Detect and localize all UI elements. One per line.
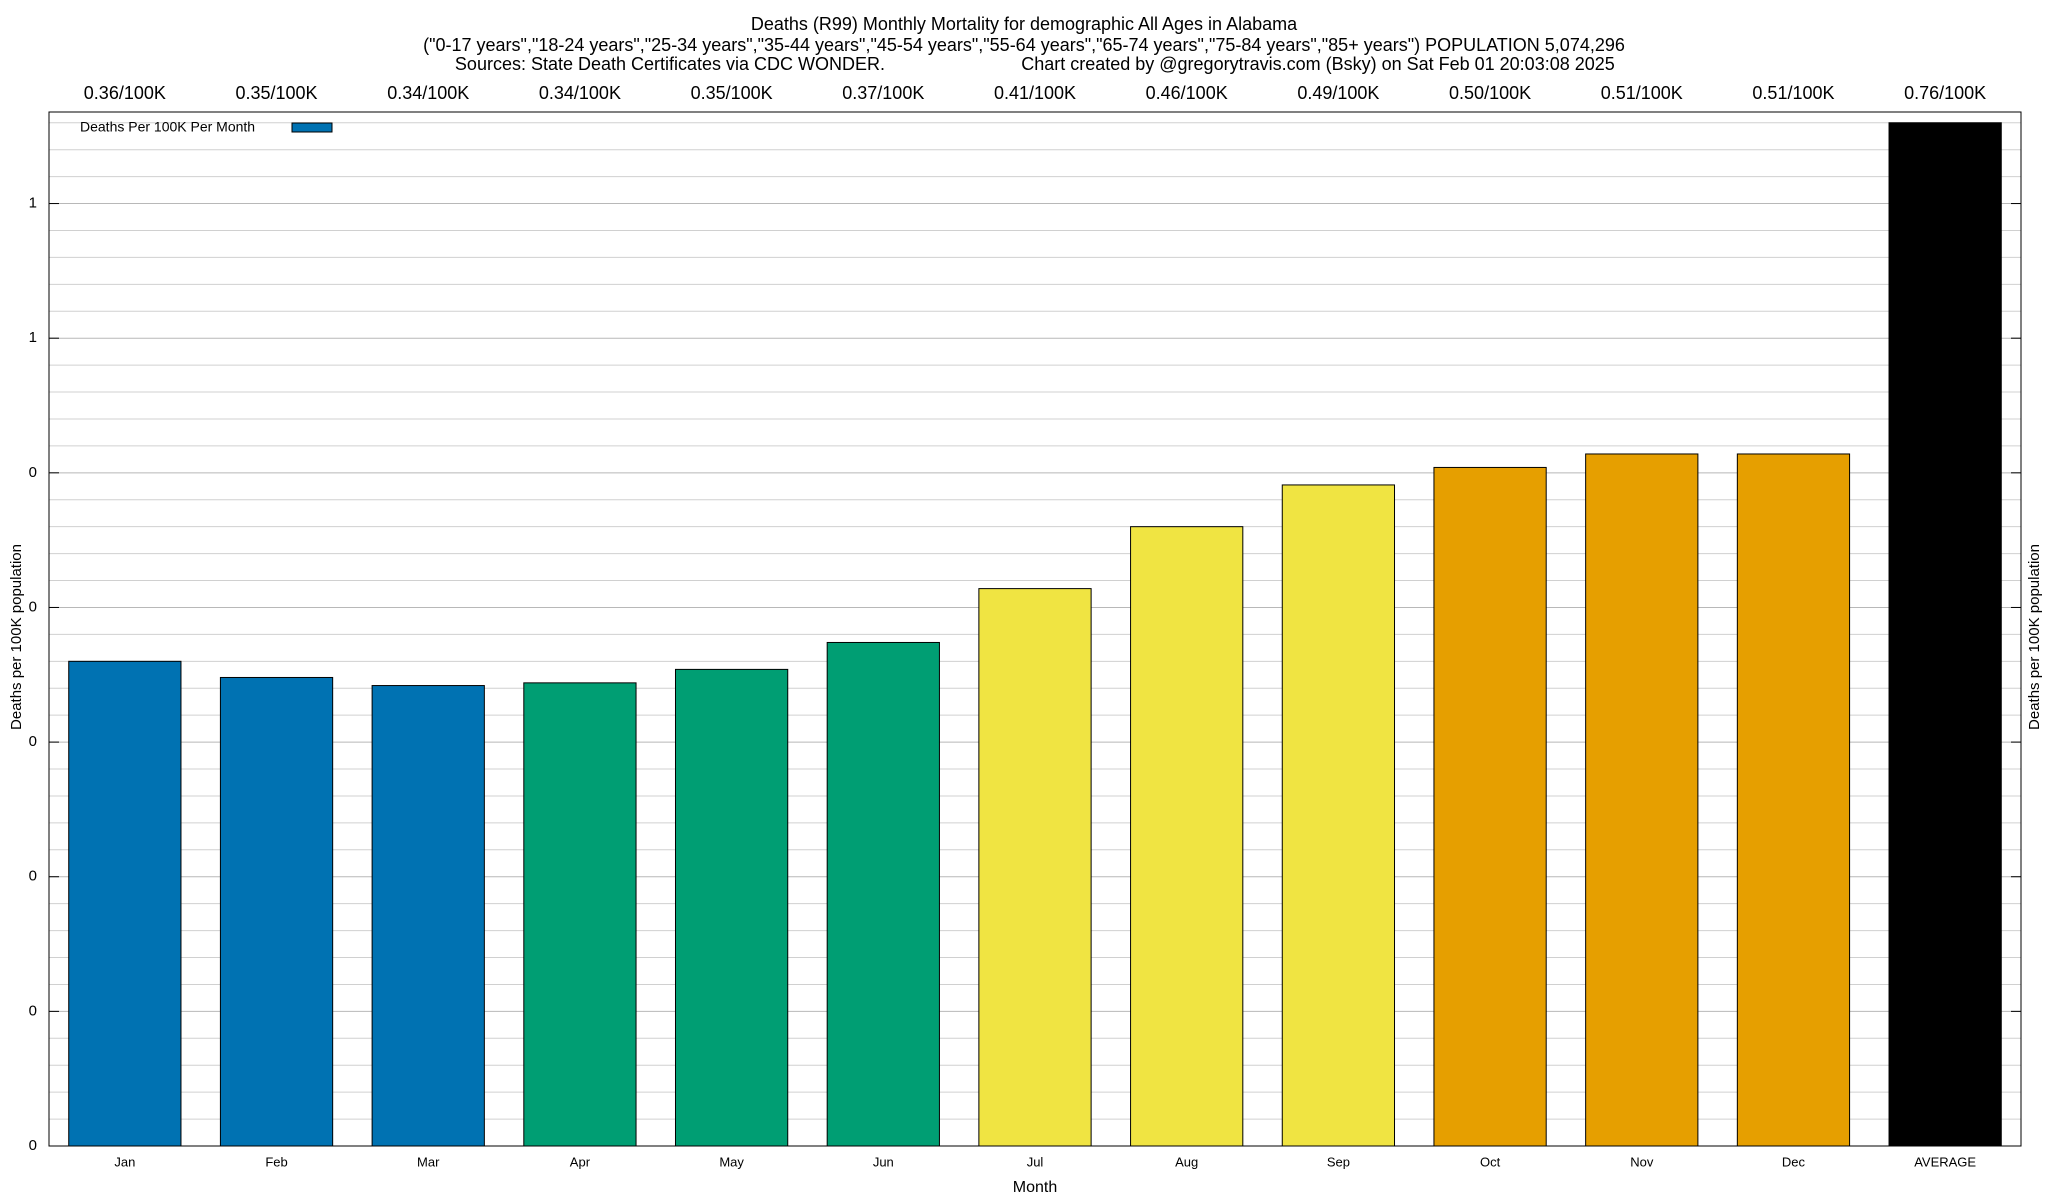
- x-axis-label: Month: [1013, 1179, 1057, 1196]
- bar: [1585, 453, 1699, 1147]
- bar: [219, 676, 334, 1147]
- bar: [674, 668, 789, 1147]
- bar: [1281, 484, 1396, 1147]
- x-tick-label: Oct: [1480, 1154, 1501, 1169]
- value-label: 0.50/100K: [1449, 83, 1531, 103]
- y2-axis-label: Deaths per 100K population: [2026, 544, 2043, 730]
- value-label: 0.46/100K: [1146, 83, 1228, 103]
- chart-title: Deaths (R99) Monthly Mortality for demog…: [751, 14, 1298, 34]
- legend-swatch: [291, 122, 333, 133]
- x-tick-label: Sep: [1327, 1154, 1350, 1169]
- bar: [68, 660, 182, 1147]
- value-label: 0.34/100K: [387, 83, 469, 103]
- chart-credit: Chart created by @gregorytravis.com (Bsk…: [1021, 54, 1615, 74]
- bar: [1888, 122, 2002, 1147]
- value-label: 0.35/100K: [691, 83, 773, 103]
- x-tick-label: Jan: [114, 1154, 135, 1169]
- plot-frame: [48, 111, 2022, 1147]
- y-tick-label: 0: [29, 868, 37, 885]
- value-label: 0.49/100K: [1297, 83, 1379, 103]
- x-tick-label: Nov: [1630, 1154, 1654, 1169]
- bar: [371, 685, 485, 1147]
- y-tick-label: 0: [29, 1002, 37, 1019]
- x-tick-label: Jul: [1027, 1154, 1044, 1169]
- value-label: 0.51/100K: [1601, 83, 1683, 103]
- bar: [1433, 466, 1547, 1147]
- chart-source: Sources: State Death Certificates via CD…: [455, 54, 885, 74]
- x-tick-label: Dec: [1782, 1154, 1806, 1169]
- x-tick-label: Feb: [265, 1154, 287, 1169]
- y-tick-label: 1: [29, 195, 37, 212]
- legend-label: Deaths Per 100K Per Month: [80, 119, 255, 135]
- y-tick-label: 1: [29, 329, 37, 346]
- x-tick-label: Aug: [1175, 1154, 1198, 1169]
- x-tick-label: Jun: [873, 1154, 894, 1169]
- y-tick-label: 0: [29, 598, 37, 615]
- bar: [1130, 526, 1244, 1147]
- value-label: 0.35/100K: [235, 83, 317, 103]
- x-tick-label: Apr: [570, 1154, 591, 1169]
- x-tick-label: May: [719, 1154, 744, 1169]
- bar: [1736, 453, 1851, 1147]
- value-label: 0.76/100K: [1904, 83, 1986, 103]
- bar: [523, 682, 637, 1147]
- bar: [826, 641, 940, 1147]
- value-label: 0.37/100K: [842, 83, 924, 103]
- value-label: 0.41/100K: [994, 83, 1076, 103]
- x-tick-label: AVERAGE: [1914, 1154, 1976, 1169]
- chart-subtitle: ("0-17 years","18-24 years","25-34 years…: [423, 35, 1625, 55]
- value-label: 0.34/100K: [539, 83, 621, 103]
- bar: [978, 588, 1092, 1147]
- x-tick-label: Mar: [417, 1154, 440, 1169]
- y-axis-label: Deaths per 100K population: [8, 544, 25, 730]
- y-tick-label: 0: [29, 1137, 37, 1154]
- y-tick-label: 0: [29, 464, 37, 481]
- value-label: 0.51/100K: [1752, 83, 1834, 103]
- value-label: 0.36/100K: [84, 83, 166, 103]
- y-tick-label: 0: [29, 733, 37, 750]
